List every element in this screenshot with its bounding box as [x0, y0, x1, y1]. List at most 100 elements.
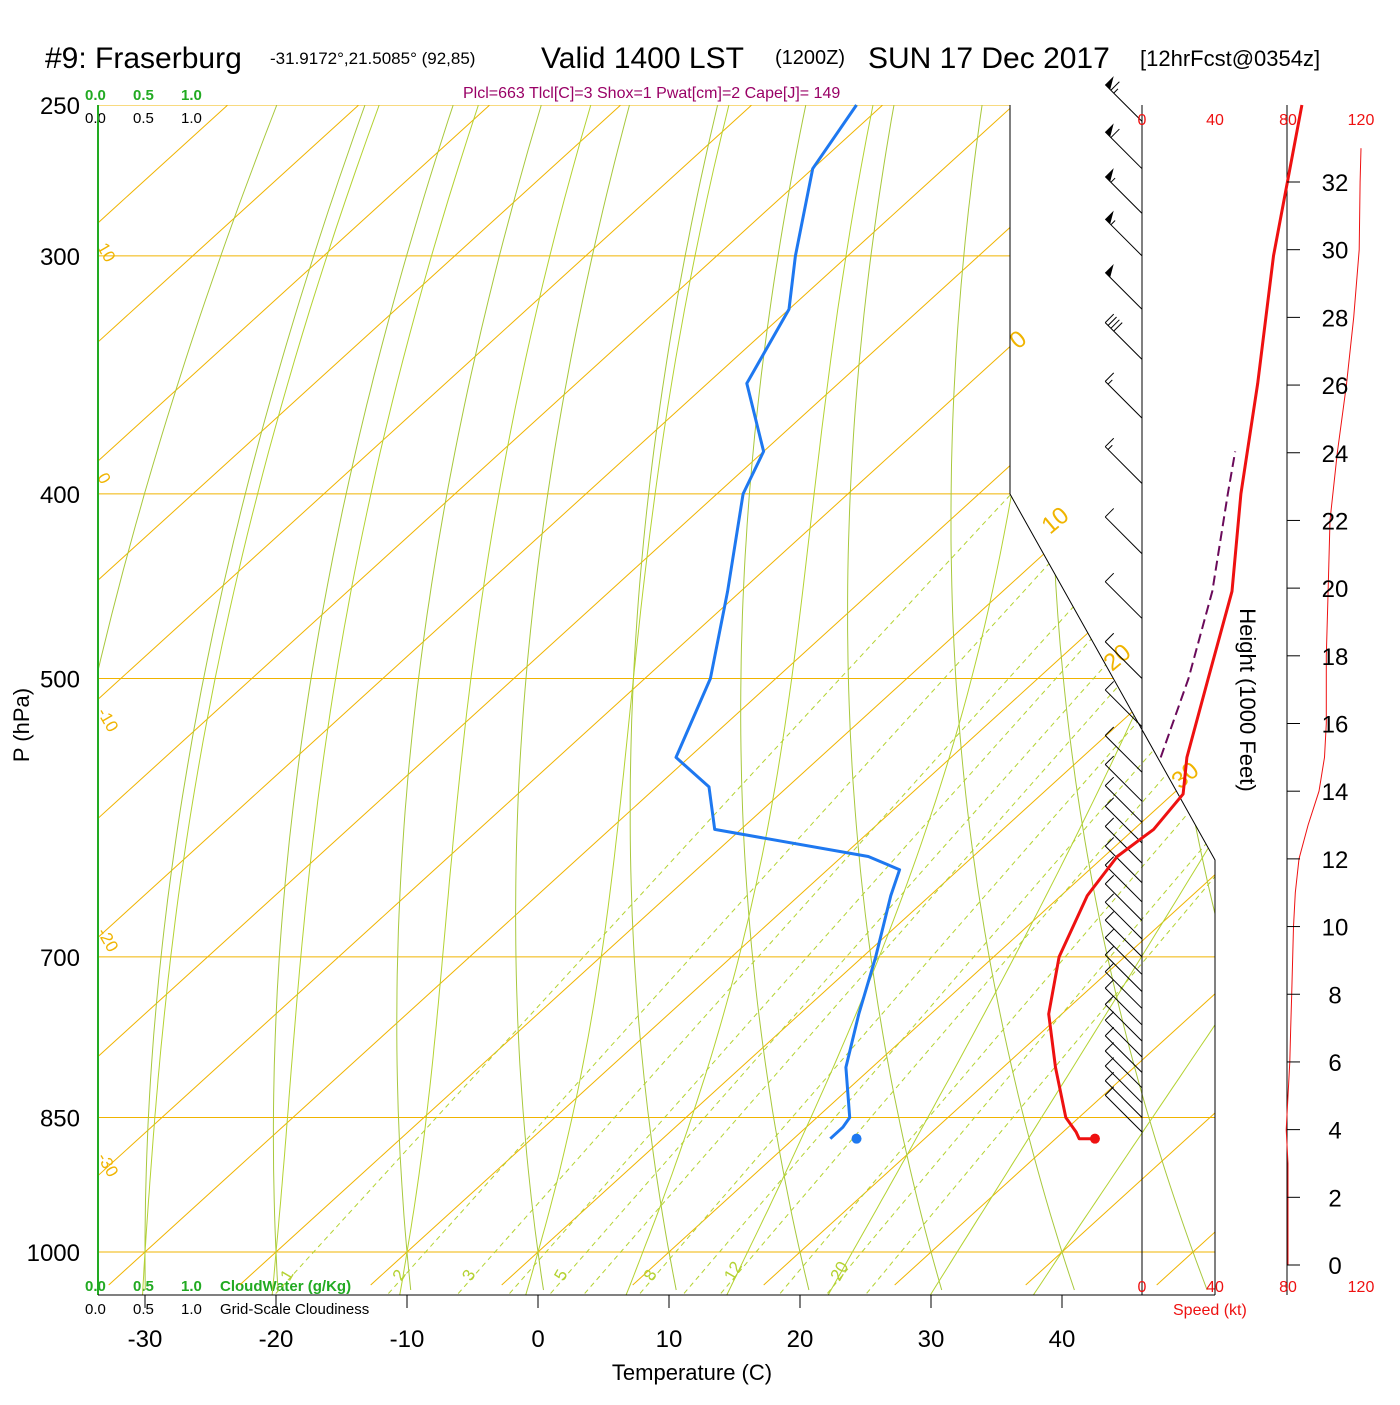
wind-barb	[1104, 726, 1143, 773]
isotherm	[632, 105, 1215, 1286]
dry-adiabat	[515, 105, 630, 1291]
mixing-ratio-line	[821, 472, 1215, 1295]
x-tick-label: 40	[1049, 1326, 1076, 1353]
moist-adiabat	[141, 105, 380, 1295]
isotherm	[1288, 105, 1400, 1285]
dry-adiabat	[98, 105, 278, 1291]
dry-adiabat	[1242, 105, 1400, 1290]
wind-barb	[1104, 263, 1143, 310]
cloudwater-tick-top-1: 0.5	[133, 87, 154, 104]
speed-tick-top: 80	[1279, 112, 1297, 129]
wind-barb	[1104, 979, 1143, 1026]
height-tick-label: 16	[1322, 712, 1349, 739]
mixing-ratio-line	[774, 472, 1215, 1295]
cloudiness-tick-bottom-0: 0.0	[85, 1301, 106, 1318]
cloudiness-tick-bottom-2: 1.0	[181, 1301, 202, 1318]
wind-barb	[1104, 210, 1143, 257]
x-tick-label: -10	[390, 1326, 425, 1353]
wind-barb	[1104, 946, 1143, 992]
adiabat-label: 10	[1037, 502, 1075, 540]
pressure-label: 500	[40, 667, 80, 694]
wind-barb	[1104, 1071, 1143, 1118]
mixing-ratio-line	[544, 472, 1215, 1295]
moist-adiabat	[926, 105, 1215, 1295]
wind-barb	[1104, 875, 1143, 922]
y-axis-title: P (hPa)	[9, 688, 34, 762]
moist-adiabat	[623, 105, 874, 1295]
height-tick-label: 28	[1322, 305, 1349, 332]
wind-barb	[1104, 995, 1143, 1042]
cloudwater-tick-bottom-2: 1.0	[181, 1278, 202, 1295]
dry-adiabat	[1050, 105, 1208, 1291]
moist-adiabat	[398, 105, 592, 1295]
speed-profile	[1285, 148, 1362, 1265]
isotherm	[501, 105, 1215, 1286]
height-tick-label: 14	[1322, 779, 1349, 806]
height-tick-label: 22	[1322, 508, 1349, 535]
moist-adiabat	[523, 105, 730, 1295]
height-tick-label: 32	[1322, 170, 1349, 197]
cloudwater-scale-top: 0.0 0.5 1.0	[85, 87, 202, 104]
pressure-label: 700	[40, 945, 80, 972]
station-coords: -31.9172°,21.5085° (92,85)	[270, 49, 475, 68]
height-tick-label: 0	[1328, 1253, 1341, 1280]
isotherm	[1025, 105, 1215, 1286]
mixing-ratio-line	[860, 472, 1215, 1295]
height-tick-label: 10	[1322, 915, 1349, 942]
wind-barb	[1104, 1042, 1143, 1089]
isotherm	[894, 105, 1215, 1286]
isotherm	[98, 105, 229, 1286]
height-tick-label: 8	[1328, 982, 1341, 1009]
mixing-ratio-label: 3	[458, 1266, 479, 1284]
pressure-label: 850	[40, 1106, 80, 1133]
valid-date: SUN 17 Dec 2017	[868, 42, 1110, 75]
wind-barb	[1104, 372, 1143, 419]
cloudiness-label: Grid-Scale Cloudiness	[220, 1301, 369, 1318]
indices-line: Plcl=663 Tlcl[C]=3 Shox=1 Pwat[cm]=2 Cap…	[463, 85, 840, 102]
adiabat-label: 20	[1099, 639, 1137, 677]
speed-axis-title: Speed (kt)	[1173, 1302, 1247, 1319]
mixing-ratio-label: 2	[389, 1266, 410, 1284]
wind-barb	[1104, 508, 1143, 555]
speed-tick-top: 0	[1138, 112, 1147, 129]
cloudwater-tick-top-2: 1.0	[181, 87, 202, 104]
mixing-ratio-line	[578, 472, 1215, 1295]
mixing-ratio-line	[503, 472, 1215, 1295]
wind-barb	[1104, 817, 1143, 864]
dry-adiabat	[847, 105, 943, 1291]
mixing-ratio-label: 20	[826, 1258, 852, 1284]
isotherm	[98, 105, 753, 1286]
pressure-label: 400	[40, 482, 80, 509]
isotherm	[239, 105, 1215, 1286]
wind-barb	[1104, 797, 1143, 844]
pressure-label: 300	[40, 244, 80, 271]
speed-tick-bottom: 0	[1138, 1279, 1147, 1296]
isotherm	[98, 105, 360, 1286]
wind-barb	[1104, 681, 1143, 728]
wind-barb	[1104, 1057, 1143, 1104]
height-axis-title: Height (1000 Feet)	[1235, 608, 1260, 791]
sounding-profiles	[674, 104, 1304, 1144]
dry-adiabat	[629, 105, 719, 1291]
pressure-label: 1000	[27, 1240, 80, 1267]
mixing-ratio-line	[451, 472, 1196, 1295]
speed-tick-top: 40	[1206, 112, 1224, 129]
wind-barb	[1104, 76, 1143, 122]
x-tick-label: -20	[259, 1326, 294, 1353]
isotherm	[98, 105, 622, 1286]
wind-barb	[1104, 1026, 1143, 1073]
height-tick-label: 4	[1328, 1118, 1341, 1145]
adiabat-label: 0	[1005, 325, 1033, 354]
isotherm	[108, 105, 1215, 1286]
isotherm	[98, 105, 491, 1286]
isotherm	[98, 105, 1215, 1286]
parcel-curve	[1159, 451, 1237, 758]
wind-barb	[1104, 856, 1143, 903]
cloudiness-tick-bottom-1: 0.5	[133, 1301, 154, 1318]
wind-barb	[1104, 928, 1143, 975]
moist-adiabat	[1029, 105, 1215, 1295]
wind-barb	[1104, 962, 1143, 1009]
x-tick-label: 30	[918, 1326, 945, 1353]
